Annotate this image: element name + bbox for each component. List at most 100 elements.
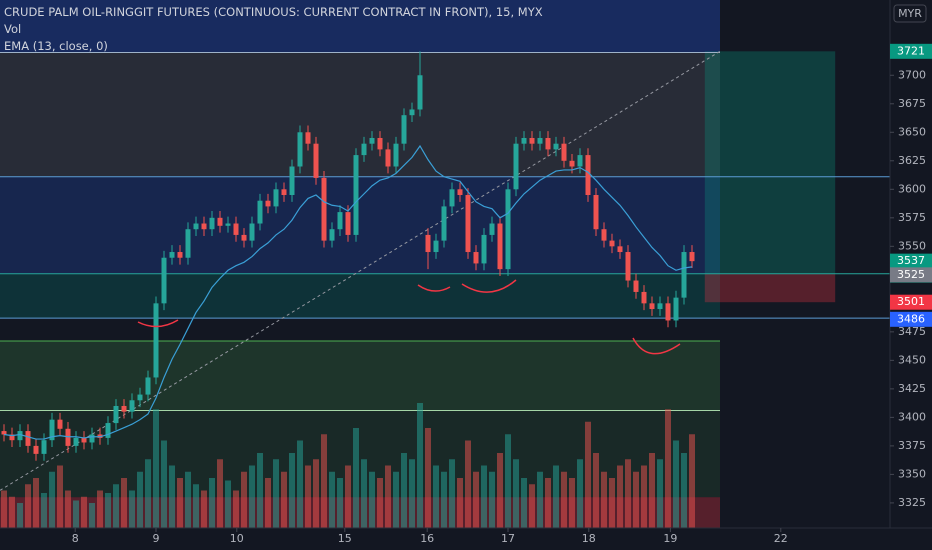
volume-bar — [593, 453, 599, 528]
candle-body — [1, 431, 7, 435]
candle-body — [81, 437, 87, 443]
y-tick-label: 3700 — [898, 68, 926, 81]
candle-body — [177, 252, 183, 258]
plot — [0, 50, 890, 528]
candle-body — [489, 223, 495, 235]
candle-body — [25, 431, 31, 446]
candle-body — [385, 149, 391, 167]
candle-body — [313, 143, 319, 178]
candle-body — [521, 137, 527, 144]
candle-body — [537, 137, 543, 144]
price-label: 3501 — [897, 295, 925, 308]
volume-bar — [617, 465, 623, 528]
volume-bar — [209, 478, 215, 528]
currency-box[interactable] — [893, 4, 927, 23]
candle-body — [473, 252, 479, 264]
x-tick-label: 18 — [582, 532, 596, 545]
volume-bar — [289, 453, 295, 528]
volume-bar — [305, 465, 311, 528]
candle-body — [585, 155, 591, 196]
candle-body — [305, 132, 311, 144]
volume-bar — [161, 440, 167, 528]
volume-bar — [577, 459, 583, 528]
candle-body — [513, 143, 519, 190]
volume-bar — [449, 459, 455, 528]
candle-body — [505, 189, 511, 270]
y-tick-label: 3600 — [898, 182, 926, 195]
y-tick-label: 3425 — [898, 382, 926, 395]
candle-body — [249, 223, 255, 241]
candle-body — [193, 223, 199, 230]
candle-body — [481, 234, 487, 264]
candle-body — [633, 280, 639, 292]
zone — [0, 497, 720, 528]
candle-body — [321, 177, 327, 241]
zone — [0, 340, 720, 411]
volume-bar — [17, 503, 23, 528]
volume-bar — [273, 459, 279, 528]
volume-bar — [361, 459, 367, 528]
volume-bar — [257, 453, 263, 528]
candle-body — [673, 297, 679, 321]
candle-body — [289, 166, 295, 196]
volume-bar — [513, 459, 519, 528]
volume-bar — [193, 484, 199, 528]
trend-line — [0, 50, 721, 491]
candle-body — [641, 291, 647, 304]
candle-body — [649, 303, 655, 310]
y-tick-label: 3450 — [898, 353, 926, 366]
volume-bar — [345, 465, 351, 528]
volume-bar — [625, 459, 631, 528]
ema-label: EMA (13, close, 0) — [4, 39, 108, 53]
volume-bar — [585, 421, 591, 528]
x-tick-label: 22 — [774, 532, 788, 545]
price-label-box — [890, 311, 932, 327]
candle-body — [345, 212, 351, 235]
candle-body — [681, 252, 687, 298]
candle-body — [569, 160, 575, 167]
volume-bar — [177, 478, 183, 528]
price-label: 3525 — [897, 268, 925, 281]
y-tick-label: 3575 — [898, 211, 926, 224]
y-tick-label: 3550 — [898, 239, 926, 252]
volume-bar — [121, 478, 127, 528]
candle-body — [553, 143, 559, 150]
position-stop — [704, 273, 836, 303]
volume-bar — [409, 459, 415, 528]
volume-bar — [137, 471, 143, 528]
volume-bar — [105, 493, 111, 528]
candle-body — [593, 195, 599, 230]
volume-bar — [521, 478, 527, 528]
volume-bar — [473, 471, 479, 528]
candle-body — [377, 137, 383, 150]
volume-bar — [649, 453, 655, 528]
currency: MYR — [898, 7, 922, 20]
volume-bar — [81, 496, 87, 528]
x-tick-label: 8 — [72, 532, 79, 545]
candle-body — [353, 155, 359, 235]
volume-bar — [657, 459, 663, 528]
volume-bar — [201, 490, 207, 528]
candle-body — [49, 419, 55, 441]
y-tick-label: 3675 — [898, 97, 926, 110]
candle-body — [561, 143, 567, 161]
volume-bar — [73, 500, 79, 528]
volume-bar — [465, 440, 471, 528]
volume-bar — [417, 403, 423, 528]
candle-body — [17, 431, 23, 441]
volume-bar — [129, 490, 135, 528]
volume-bar — [97, 490, 103, 528]
x-tick-label: 17 — [501, 532, 515, 545]
candle-body — [153, 303, 159, 378]
candle-body — [337, 212, 343, 230]
candle-body — [209, 217, 215, 230]
candle-body — [417, 75, 423, 110]
candle-body — [257, 200, 263, 224]
volume-bar — [233, 490, 239, 528]
volume-bar — [241, 471, 247, 528]
candle-body — [105, 423, 111, 438]
candle-body — [241, 234, 247, 241]
volume-bar — [377, 478, 383, 528]
volume-bar — [665, 409, 671, 528]
